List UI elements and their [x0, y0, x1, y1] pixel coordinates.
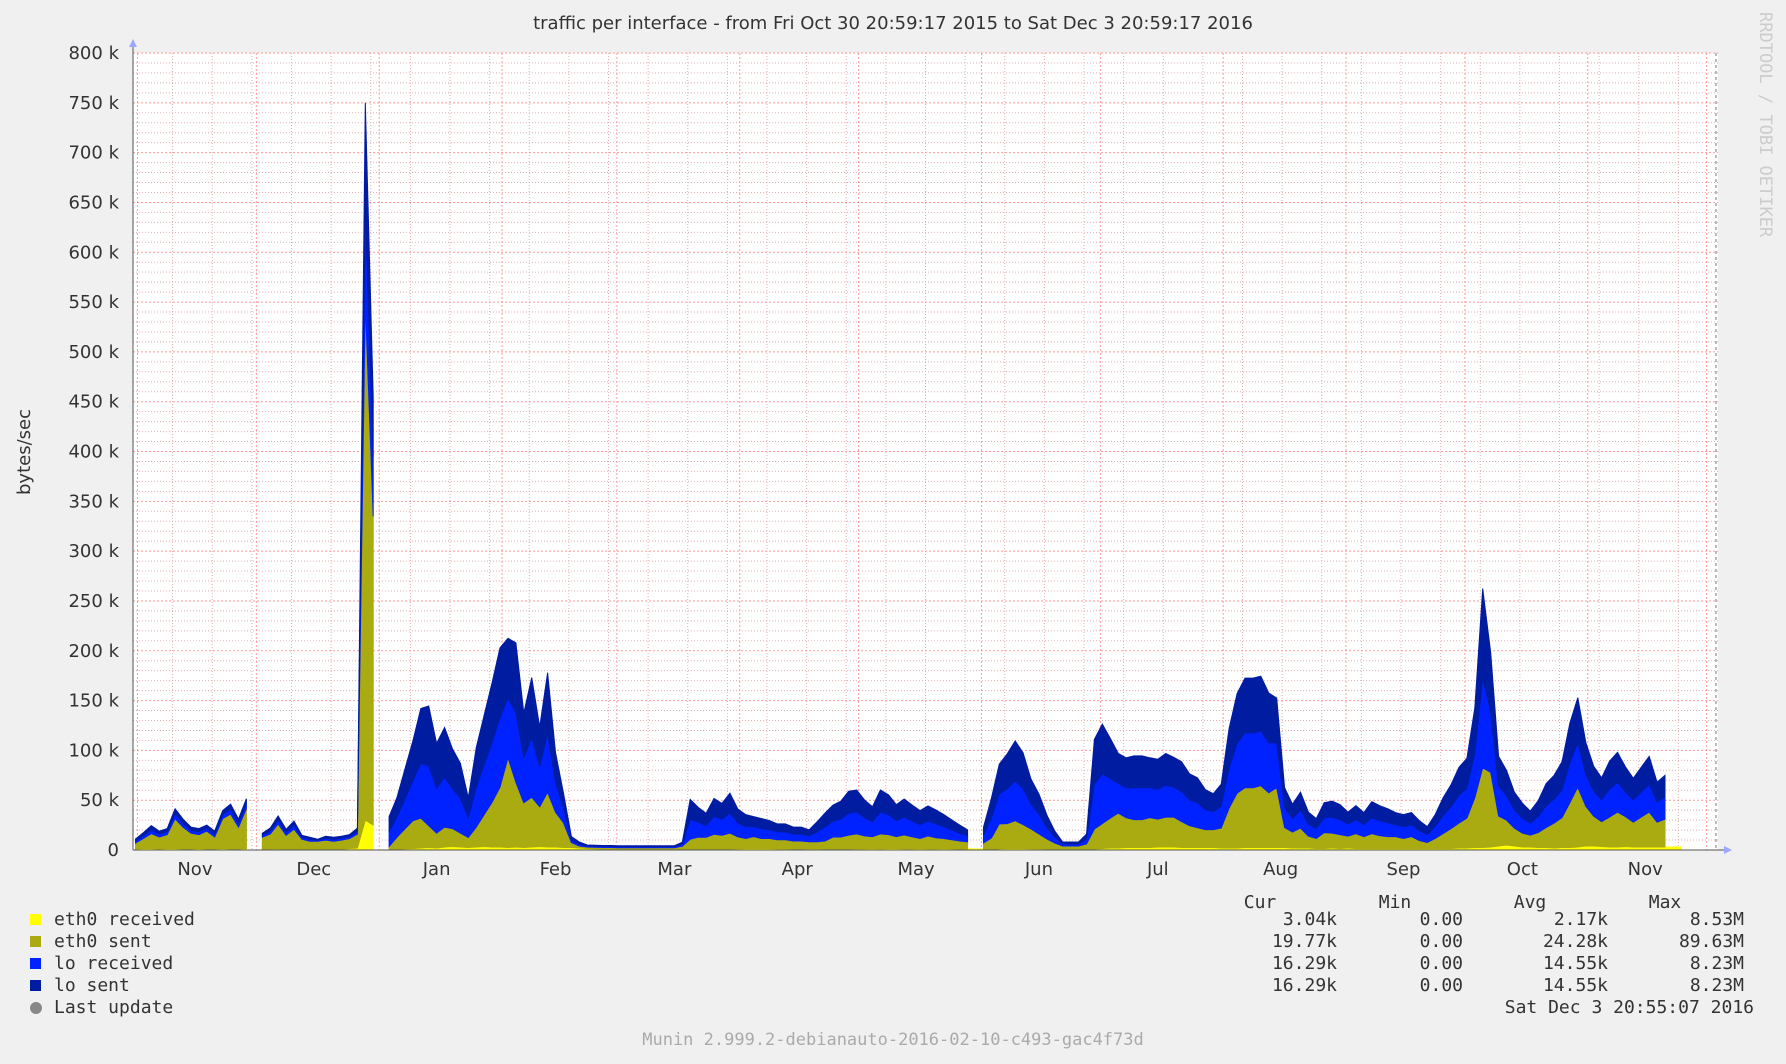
footer: Munin 2.999.2-debianauto-2016-02-10-c493… — [642, 1030, 1144, 1050]
legend-swatch — [30, 936, 41, 947]
x-tick-label: Dec — [296, 859, 331, 880]
legend-swatch — [30, 958, 41, 969]
y-tick-label: 0 — [108, 840, 119, 861]
y-tick-label: 500 k — [68, 342, 119, 363]
stats-cell: 0.00 — [1420, 909, 1463, 930]
last-update-label: Last update — [54, 997, 173, 1018]
y-tick-label: 550 k — [68, 292, 119, 313]
stats-cell: 0.00 — [1420, 953, 1463, 974]
stats-cell: 8.23M — [1690, 953, 1744, 974]
x-tick-label: Feb — [540, 859, 572, 880]
y-tick-label: 700 k — [68, 143, 119, 164]
stats-cell: 8.23M — [1690, 975, 1744, 996]
stats-cell: 0.00 — [1420, 931, 1463, 952]
y-tick-label: 300 k — [68, 541, 119, 562]
area-lo-sent — [983, 588, 1666, 845]
stats-cell: 8.53M — [1690, 909, 1744, 930]
area-lo-sent — [261, 102, 374, 841]
x-tick-label: Jun — [1024, 859, 1053, 880]
y-tick-label: 400 k — [68, 442, 119, 463]
x-axis-arrow — [1724, 846, 1732, 854]
y-tick-label: 150 k — [68, 691, 119, 712]
chart-title: traffic per interface - from Fri Oct 30 … — [533, 13, 1253, 34]
y-tick-label: 650 k — [68, 192, 119, 213]
last-update-marker — [30, 1002, 42, 1014]
stats-cell: 16.29k — [1272, 975, 1337, 996]
stats-cell: 14.55k — [1543, 975, 1608, 996]
stats-cell: 24.28k — [1543, 931, 1608, 952]
y-tick-label: 200 k — [68, 641, 119, 662]
y-axis-label: bytes/sec — [14, 409, 35, 495]
x-tick-label: Mar — [657, 859, 692, 880]
x-tick-label: Sep — [1387, 859, 1421, 880]
y-tick-label: 750 k — [68, 93, 119, 114]
legend-swatch — [30, 914, 41, 925]
last-update-value: Sat Dec 3 20:55:07 2016 — [1505, 997, 1754, 1018]
x-tick-label: Aug — [1263, 859, 1298, 880]
y-tick-label: 250 k — [68, 591, 119, 612]
area-lo-sent — [388, 637, 969, 848]
y-tick-label: 450 k — [68, 392, 119, 413]
stats-header: Max — [1649, 892, 1682, 913]
stats-cell: 3.04k — [1283, 909, 1337, 930]
stats-header: Avg — [1514, 892, 1547, 913]
y-tick-label: 350 k — [68, 491, 119, 512]
x-tick-label: May — [897, 859, 935, 880]
stats-header: Cur — [1244, 892, 1277, 913]
y-tick-label: 600 k — [68, 242, 119, 263]
legend-swatch — [30, 980, 41, 991]
legend-label: lo received — [54, 953, 173, 974]
y-tick-label: 100 k — [68, 740, 119, 761]
y-axis-arrow — [129, 39, 137, 47]
x-tick-label: Jul — [1146, 859, 1169, 880]
x-tick-label: Nov — [177, 859, 212, 880]
legend-label: eth0 received — [54, 909, 195, 930]
stats-cell: 16.29k — [1272, 953, 1337, 974]
x-tick-label: Apr — [782, 859, 814, 880]
stats-cell: 89.63M — [1679, 931, 1744, 952]
stats-cell: 0.00 — [1420, 975, 1463, 996]
x-tick-label: Nov — [1628, 859, 1663, 880]
x-tick-label: Oct — [1507, 859, 1538, 880]
legend-label: lo sent — [54, 975, 130, 996]
area-lo-sent — [135, 798, 247, 842]
x-tick-label: Jan — [422, 859, 451, 880]
y-tick-label: 800 k — [68, 43, 119, 64]
y-tick-label: 50 k — [80, 790, 120, 811]
stats-cell: 2.17k — [1554, 909, 1608, 930]
stats-cell: 19.77k — [1272, 931, 1337, 952]
stats-header: Min — [1379, 892, 1412, 913]
watermark: RRDTOOL / TOBI OETIKER — [1755, 12, 1775, 238]
legend-label: eth0 sent — [54, 931, 152, 952]
stats-cell: 14.55k — [1543, 953, 1608, 974]
